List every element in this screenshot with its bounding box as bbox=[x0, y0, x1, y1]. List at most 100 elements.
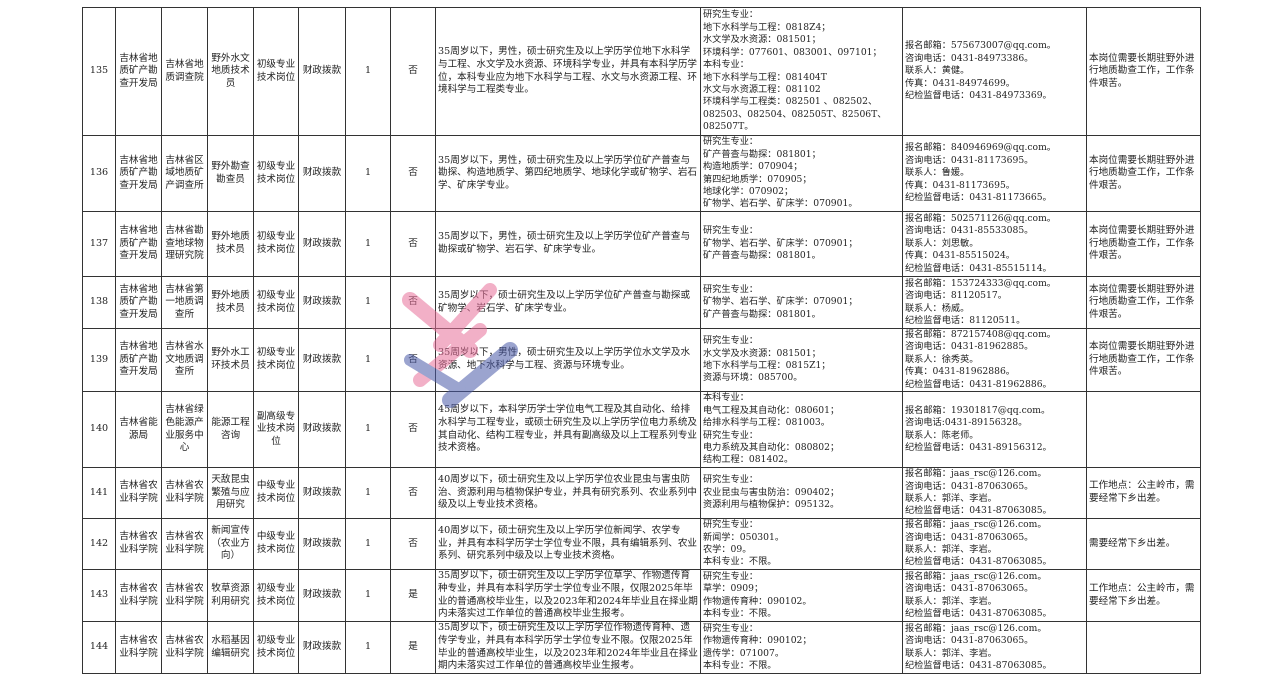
hiring-count: 1 bbox=[345, 518, 391, 571]
contact-info-line: 报名邮箱：502571126@qq.com。 bbox=[905, 212, 1056, 224]
contact-info-line: 报名邮箱：jaas_rsc@126.com。 bbox=[905, 622, 1047, 634]
position-level: 初级专业技术岗位 bbox=[253, 211, 299, 277]
employer-unit: 吉林省农业科学院 bbox=[161, 518, 208, 571]
contact-info: 报名邮箱：jaas_rsc@126.com。 咨询电话：0431-87063065… bbox=[902, 518, 1087, 571]
table-row: 143 吉林省农业科学院 吉林省农业科学院 牧草资源利用研究 初级专业技术岗位 财政拨款 1… bbox=[82, 569, 1201, 623]
contact-info-line: 纪检监督电话：0431-87063085。 bbox=[905, 659, 1052, 671]
major-codes-line: 矿物学、岩石学、矿床学：070901； bbox=[703, 237, 858, 249]
requirements: 35周岁以下，男性，硕士研究生及以上学历学位矿产普查与勘探、构造地质学、第四纪地… bbox=[435, 135, 701, 212]
contact-info-line: 纪检监督电话：81120511。 bbox=[905, 314, 1026, 326]
major-codes-line: 矿产普查与勘探：081801。 bbox=[703, 250, 821, 262]
hiring-count: 1 bbox=[345, 327, 391, 393]
graduate-only-flag: 是 bbox=[390, 569, 436, 623]
row-number: 143 bbox=[82, 569, 116, 623]
major-codes-line: 研究生专业： bbox=[703, 519, 759, 531]
major-codes-line: 082503、082504、082505T、82506T、 bbox=[703, 108, 887, 120]
major-codes-line: 环境科学：077601、083001、097101； bbox=[703, 46, 882, 58]
position-level: 初级专业技术岗位 bbox=[253, 135, 299, 212]
major-codes: 研究生专业： 作物遗传育种：090102； 遗传学：071007。 本科专业：不限。 bbox=[700, 621, 903, 675]
major-codes-line: 082507T。 bbox=[703, 121, 754, 133]
contact-info-line: 联系人：郭洋、李岩。 bbox=[905, 595, 997, 607]
employer-unit: 吉林省水文地质调查所 bbox=[161, 327, 208, 393]
major-codes-line: 给排水科学与工程：081003。 bbox=[703, 417, 830, 429]
major-codes-line: 农学：09。 bbox=[703, 544, 752, 556]
contact-info-line: 联系人：郭洋、李岩。 bbox=[905, 544, 997, 556]
agency-name: 吉林省地质矿产勘查开发局 bbox=[115, 135, 162, 212]
graduate-only-flag: 否 bbox=[390, 211, 436, 277]
contact-info: 报名邮箱：19301817@qq.com。 咨询电话:0431-89156328。… bbox=[902, 391, 1087, 469]
major-codes-line: 草学：0909； bbox=[703, 583, 764, 595]
major-codes: 研究生专业： 地下水科学与工程：0818Z4； 水文学及水资源：081501； 环境科… bbox=[700, 7, 903, 136]
major-codes-line: 矿物学、岩石学、矿床学：070901。 bbox=[703, 198, 858, 210]
major-codes-line: 本科专业：不限。 bbox=[703, 607, 777, 619]
contact-info: 报名邮箱：872157408@qq.com。 咨询电话：0431-81962885… bbox=[902, 327, 1087, 393]
requirements: 45周岁以下，本科学历学士学位电气工程及其自动化、给排水科学与工程专业，或硕士研… bbox=[435, 391, 701, 469]
major-codes-line: 环境科学与工程类：082501 、082502、 bbox=[703, 96, 878, 108]
hiring-count: 1 bbox=[345, 276, 391, 329]
major-codes-line: 研究生专业： bbox=[703, 283, 759, 295]
table-row: 137 吉林省地质矿产勘查开发局 吉林省勘查地球物理研究院 野外地质技术员 初级专业技术… bbox=[82, 211, 1201, 277]
major-codes-line: 本科专业： bbox=[703, 392, 749, 404]
funding-type: 财政拨款 bbox=[298, 518, 346, 571]
graduate-only-flag: 否 bbox=[390, 7, 436, 136]
contact-info: 报名邮箱：153724333@qq.com。 咨询电话：81120517。 联系人：… bbox=[902, 276, 1087, 329]
major-codes-line: 地下水科学与工程：081404T bbox=[703, 71, 827, 83]
agency-name: 吉林省地质矿产勘查开发局 bbox=[115, 211, 162, 277]
major-codes-line: 地球化学：070902； bbox=[703, 185, 794, 197]
major-codes-line: 研究生专业： bbox=[703, 474, 759, 486]
contact-info-line: 传真：0431-81962886。 bbox=[905, 366, 1015, 378]
major-codes-line: 本科专业： bbox=[703, 59, 749, 71]
employer-unit: 吉林省农业科学院 bbox=[161, 467, 208, 520]
contact-info-line: 纪检监督电话：0431-89156312。 bbox=[905, 441, 1052, 453]
row-number: 142 bbox=[82, 518, 116, 571]
table-row: 135 吉林省地质矿产勘查开发局 吉林省地质调查院 野外水文地质技术员 初级专业技术岗位… bbox=[82, 7, 1201, 136]
funding-type: 财政拨款 bbox=[298, 569, 346, 623]
graduate-only-flag: 否 bbox=[390, 276, 436, 329]
major-codes: 研究生专业： 草学：0909； 作物遗传育种：090102。 本科专业：不限。 bbox=[700, 569, 903, 623]
major-codes-line: 水文学及水资源：081501； bbox=[703, 347, 821, 359]
contact-info-line: 联系人：杨威。 bbox=[905, 302, 970, 314]
contact-info-line: 联系人：郭洋、李岩。 bbox=[905, 493, 997, 505]
requirements: 35周岁以下，男性，硕士研究生及以上学历学位水文学及水资源、地下水科学与工程、资… bbox=[435, 327, 701, 393]
major-codes-line: 研究生专业： bbox=[703, 225, 759, 237]
graduate-only-flag: 否 bbox=[390, 327, 436, 393]
requirements: 35周岁以下，硕士研究生及以上学历学位作物遗传育种、遗传学专业，并具有本科学历学… bbox=[435, 621, 701, 675]
contact-info-line: 传真：0431-84974699。 bbox=[905, 77, 1015, 89]
contact-info: 报名邮箱：575673007@qq.com。 咨询电话：0431-84973386… bbox=[902, 7, 1087, 136]
major-codes-line: 研究生专业： bbox=[703, 570, 759, 582]
requirements: 40周岁以下，硕士研究生及以上学历学位新闻学、农学专业，并具有本科学历学士学位专… bbox=[435, 518, 701, 571]
major-codes-line: 结构工程：081402。 bbox=[703, 454, 794, 466]
contact-info-line: 报名邮箱：872157408@qq.com。 bbox=[905, 329, 1056, 340]
hiring-count: 1 bbox=[345, 467, 391, 520]
row-number: 140 bbox=[82, 391, 116, 469]
major-codes-line: 矿物学、岩石学、矿床学：070901； bbox=[703, 296, 858, 308]
row-number: 139 bbox=[82, 327, 116, 393]
major-codes-line: 资源与环境：085700。 bbox=[703, 372, 803, 384]
position-name: 新闻宣传（农业方向） bbox=[207, 518, 254, 571]
contact-info-line: 报名邮箱：153724333@qq.com。 bbox=[905, 277, 1056, 289]
position-name: 野外地质技术员 bbox=[207, 211, 254, 277]
contact-info-line: 咨询电话：0431-84973386。 bbox=[905, 52, 1034, 64]
major-codes-line: 研究生专业： bbox=[703, 622, 759, 634]
employer-unit: 吉林省农业科学院 bbox=[161, 621, 208, 675]
contact-info-line: 咨询电话：0431-81962885。 bbox=[905, 341, 1034, 353]
position-level: 副高级专业技术岗位 bbox=[253, 391, 299, 469]
row-number: 135 bbox=[82, 7, 116, 136]
funding-type: 财政拨款 bbox=[298, 211, 346, 277]
major-codes-line: 水文学及水资源：081501； bbox=[703, 34, 821, 46]
major-codes-line: 地下水科学与工程：0818Z4； bbox=[703, 21, 831, 33]
major-codes-line: 研究生专业： bbox=[703, 9, 759, 21]
agency-name: 吉林省农业科学院 bbox=[115, 569, 162, 623]
requirements: 35周岁以下，男性，硕士研究生及以上学历学位地下水科学与工程、水文学及水资源、环… bbox=[435, 7, 701, 136]
remarks: 本岗位需要长期驻野外进行地质勘查工作，工作条件艰苦。 bbox=[1086, 135, 1201, 212]
position-level: 初级专业技术岗位 bbox=[253, 569, 299, 623]
position-level: 中级专业技术岗位 bbox=[253, 518, 299, 571]
row-number: 136 bbox=[82, 135, 116, 212]
major-codes-line: 第四纪地质学：070905； bbox=[703, 173, 812, 185]
major-codes-line: 本科专业：不限。 bbox=[703, 659, 777, 671]
contact-info-line: 报名邮箱：jaas_rsc@126.com。 bbox=[905, 519, 1047, 531]
contact-info: 报名邮箱：jaas_rsc@126.com。 咨询电话：0431-87063065… bbox=[902, 621, 1087, 675]
contact-info-line: 传真：0431-81173695。 bbox=[905, 179, 1015, 191]
hiring-count: 1 bbox=[345, 391, 391, 469]
contact-info-line: 联系人：刘思敏。 bbox=[905, 237, 979, 249]
